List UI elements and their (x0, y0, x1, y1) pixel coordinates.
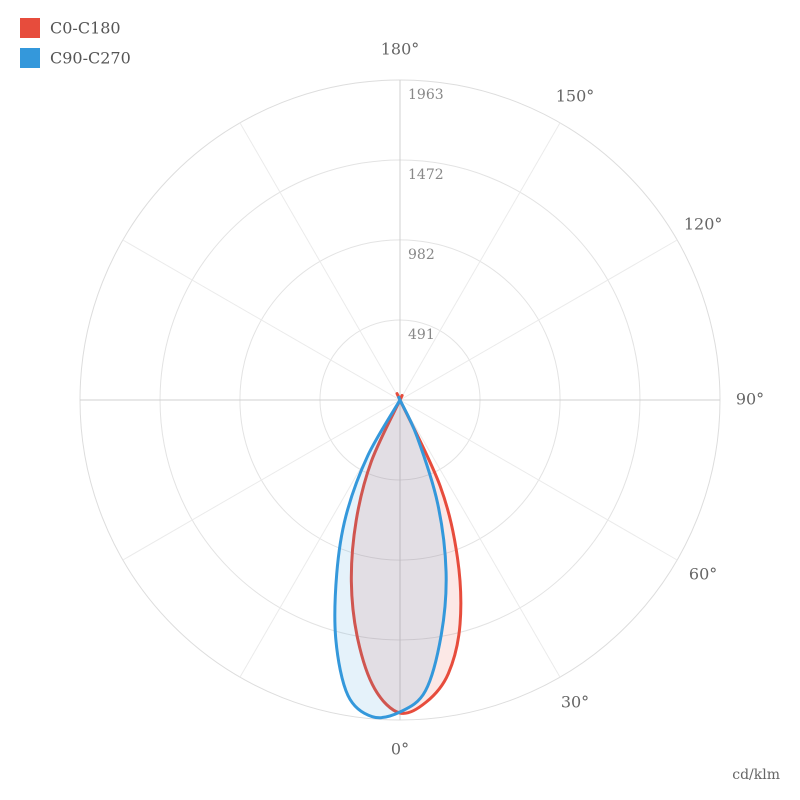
radial-tick-label: 1963 (408, 87, 444, 103)
series-area (333, 395, 448, 720)
grid-spoke (399, 399, 678, 561)
grid-spoke (399, 399, 561, 678)
angle-label: 150° (556, 86, 595, 105)
grid-spoke (399, 239, 678, 401)
radial-tick-label: 982 (408, 247, 435, 263)
angle-label: 0° (391, 740, 409, 759)
legend-swatch (20, 48, 40, 68)
angle-label: 90° (736, 390, 764, 409)
radial-tick-label: 1472 (408, 167, 444, 183)
angle-label: 180° (381, 40, 420, 59)
angle-label: 60° (689, 565, 717, 584)
angle-label: 30° (561, 693, 589, 712)
unit-label: cd/klm (732, 767, 780, 783)
legend-label: C90-C270 (50, 49, 131, 68)
series-area (349, 392, 463, 715)
legend-label: C0-C180 (50, 19, 121, 38)
grid-spoke (122, 239, 401, 401)
angle-label: 120° (684, 215, 723, 234)
grid-spoke (239, 122, 401, 401)
grid-spoke (399, 122, 561, 401)
radial-tick-label: 491 (408, 327, 435, 343)
grid-spoke (122, 399, 401, 561)
legend-swatch (20, 18, 40, 38)
